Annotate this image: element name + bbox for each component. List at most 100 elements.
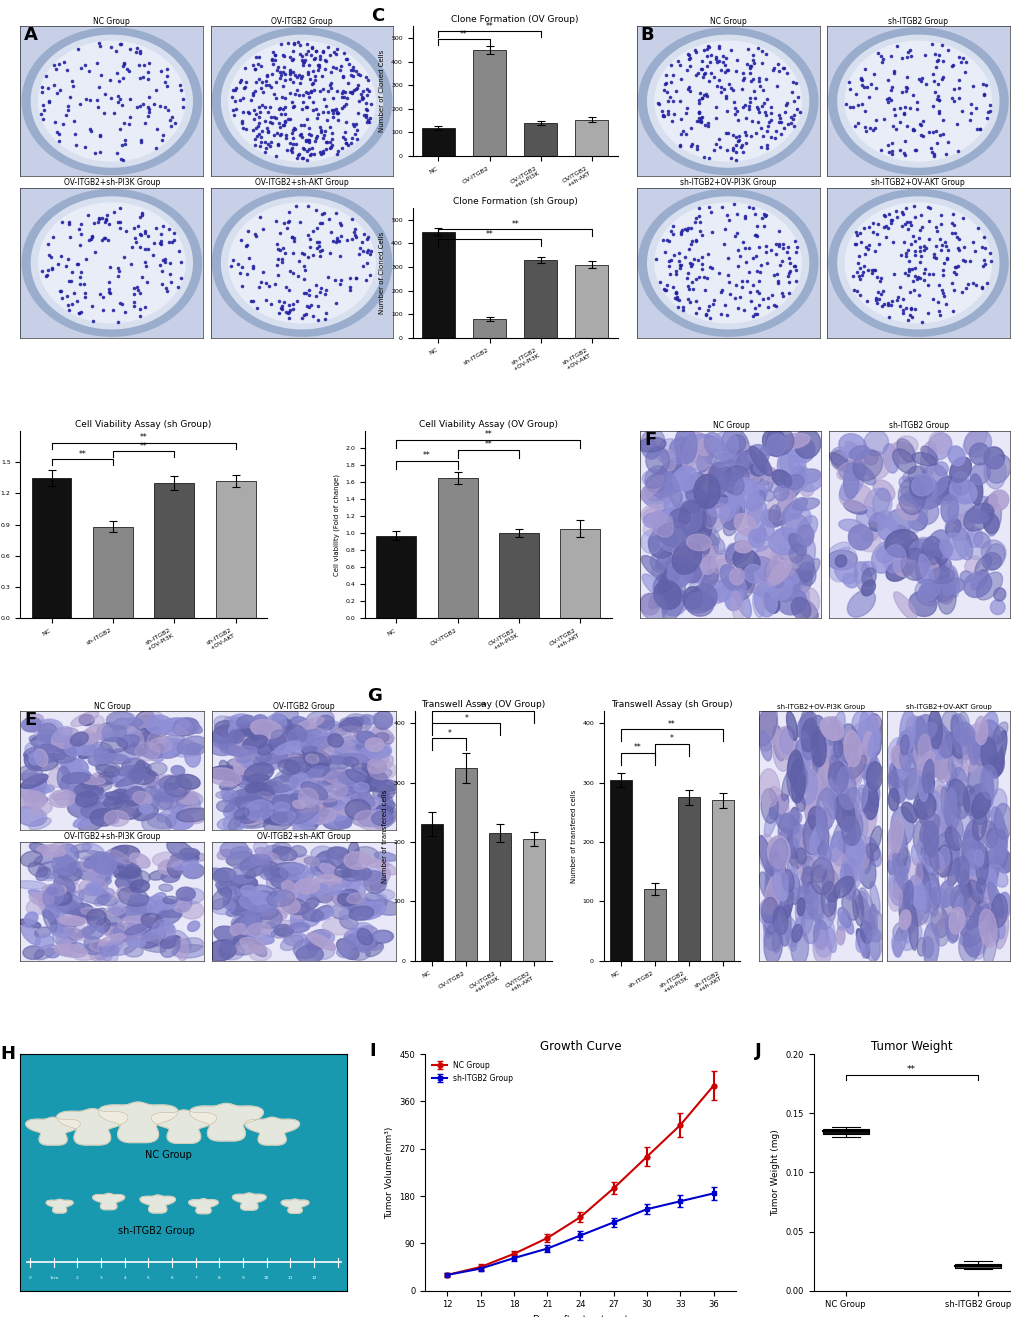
Point <box>358 104 374 125</box>
Polygon shape <box>867 781 879 806</box>
Text: **: ** <box>485 229 493 238</box>
Polygon shape <box>795 794 804 811</box>
Polygon shape <box>980 494 997 519</box>
Point <box>237 119 254 140</box>
Point <box>248 225 264 246</box>
Point <box>116 246 132 267</box>
Polygon shape <box>921 464 947 495</box>
Point <box>279 211 296 232</box>
Point <box>86 212 102 233</box>
Point <box>681 47 697 68</box>
Polygon shape <box>729 568 754 601</box>
Point <box>148 79 164 100</box>
Polygon shape <box>787 436 814 464</box>
Polygon shape <box>895 436 917 454</box>
Point <box>734 62 750 83</box>
Point <box>900 250 916 271</box>
Point <box>273 34 289 55</box>
Polygon shape <box>229 714 253 728</box>
Point <box>712 59 729 80</box>
Polygon shape <box>949 457 970 482</box>
Point <box>111 261 127 282</box>
Point <box>766 296 783 317</box>
Polygon shape <box>892 759 901 789</box>
Point <box>271 117 287 138</box>
Point <box>697 83 713 104</box>
Point <box>666 287 683 308</box>
Polygon shape <box>689 512 711 543</box>
Polygon shape <box>822 731 841 760</box>
Polygon shape <box>227 741 260 756</box>
Polygon shape <box>893 871 903 900</box>
Point <box>884 116 901 137</box>
Polygon shape <box>722 516 738 536</box>
Point <box>332 215 348 236</box>
Polygon shape <box>272 714 289 728</box>
Polygon shape <box>981 765 993 807</box>
Polygon shape <box>225 740 244 753</box>
Polygon shape <box>639 594 659 615</box>
Polygon shape <box>974 556 990 576</box>
Point <box>155 215 171 236</box>
Point <box>911 237 927 258</box>
Point <box>137 296 153 317</box>
Point <box>760 111 776 132</box>
Point <box>755 92 771 113</box>
Polygon shape <box>256 751 271 761</box>
Polygon shape <box>795 597 817 620</box>
Point <box>253 55 269 76</box>
Polygon shape <box>840 864 855 901</box>
Polygon shape <box>839 482 872 511</box>
Polygon shape <box>983 454 1005 489</box>
Point <box>305 99 321 120</box>
Point <box>727 61 743 82</box>
Polygon shape <box>57 766 70 790</box>
Point <box>882 294 899 315</box>
Polygon shape <box>796 848 806 864</box>
Point <box>949 141 965 162</box>
Point <box>776 95 793 116</box>
Point <box>137 252 153 273</box>
Polygon shape <box>97 877 111 885</box>
Polygon shape <box>653 522 667 540</box>
Polygon shape <box>129 853 150 868</box>
Point <box>936 294 953 315</box>
Polygon shape <box>928 871 937 906</box>
Polygon shape <box>46 1200 73 1213</box>
Point <box>140 96 156 117</box>
Point <box>660 250 677 271</box>
Point <box>745 53 761 74</box>
Polygon shape <box>360 873 376 886</box>
Point <box>928 221 945 242</box>
Polygon shape <box>779 453 799 474</box>
Polygon shape <box>280 935 303 951</box>
Point <box>878 91 895 112</box>
Polygon shape <box>782 865 790 900</box>
Polygon shape <box>252 797 281 813</box>
Polygon shape <box>860 927 869 957</box>
Polygon shape <box>684 565 701 583</box>
Polygon shape <box>926 818 938 859</box>
Polygon shape <box>779 569 799 585</box>
Polygon shape <box>870 734 880 755</box>
Polygon shape <box>231 807 253 820</box>
Polygon shape <box>979 765 998 799</box>
Point <box>290 144 307 165</box>
Polygon shape <box>792 498 818 511</box>
Point <box>925 70 942 91</box>
Point <box>332 59 348 80</box>
Point <box>748 97 764 119</box>
Polygon shape <box>146 763 167 776</box>
Polygon shape <box>293 910 320 927</box>
Point <box>154 124 170 145</box>
Polygon shape <box>126 871 150 885</box>
Polygon shape <box>277 815 296 822</box>
Polygon shape <box>984 734 995 766</box>
Polygon shape <box>711 432 738 460</box>
Point <box>132 129 149 150</box>
Polygon shape <box>173 718 199 736</box>
Polygon shape <box>139 749 162 759</box>
Polygon shape <box>771 470 791 487</box>
Point <box>929 274 946 295</box>
Point <box>273 104 289 125</box>
